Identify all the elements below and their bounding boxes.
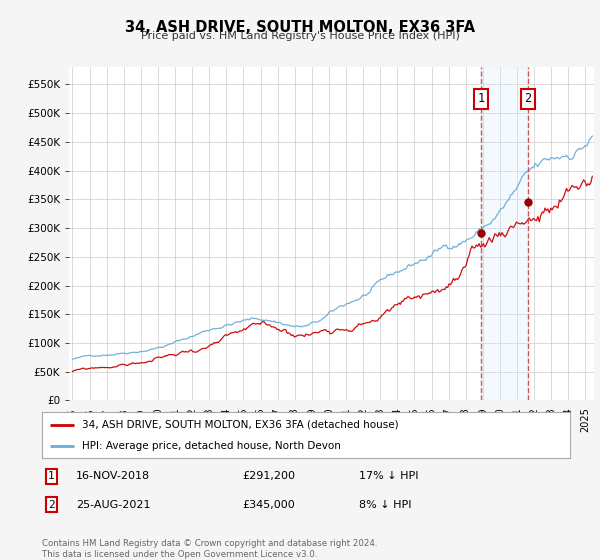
Text: 8% ↓ HPI: 8% ↓ HPI	[359, 500, 412, 510]
Text: 34, ASH DRIVE, SOUTH MOLTON, EX36 3FA (detached house): 34, ASH DRIVE, SOUTH MOLTON, EX36 3FA (d…	[82, 419, 398, 430]
Text: 16-NOV-2018: 16-NOV-2018	[76, 472, 151, 481]
Text: 1: 1	[477, 92, 484, 105]
Text: 2: 2	[48, 500, 55, 510]
Text: £291,200: £291,200	[242, 472, 296, 481]
Text: £345,000: £345,000	[242, 500, 295, 510]
Text: 25-AUG-2021: 25-AUG-2021	[76, 500, 151, 510]
Text: 17% ↓ HPI: 17% ↓ HPI	[359, 472, 418, 481]
Text: 34, ASH DRIVE, SOUTH MOLTON, EX36 3FA: 34, ASH DRIVE, SOUTH MOLTON, EX36 3FA	[125, 20, 475, 35]
Text: Price paid vs. HM Land Registry's House Price Index (HPI): Price paid vs. HM Land Registry's House …	[140, 31, 460, 41]
Text: 1: 1	[48, 472, 55, 481]
Text: Contains HM Land Registry data © Crown copyright and database right 2024.
This d: Contains HM Land Registry data © Crown c…	[42, 539, 377, 559]
Text: HPI: Average price, detached house, North Devon: HPI: Average price, detached house, Nort…	[82, 441, 340, 451]
Text: 2: 2	[524, 92, 532, 105]
Bar	[481, 67, 528, 400]
